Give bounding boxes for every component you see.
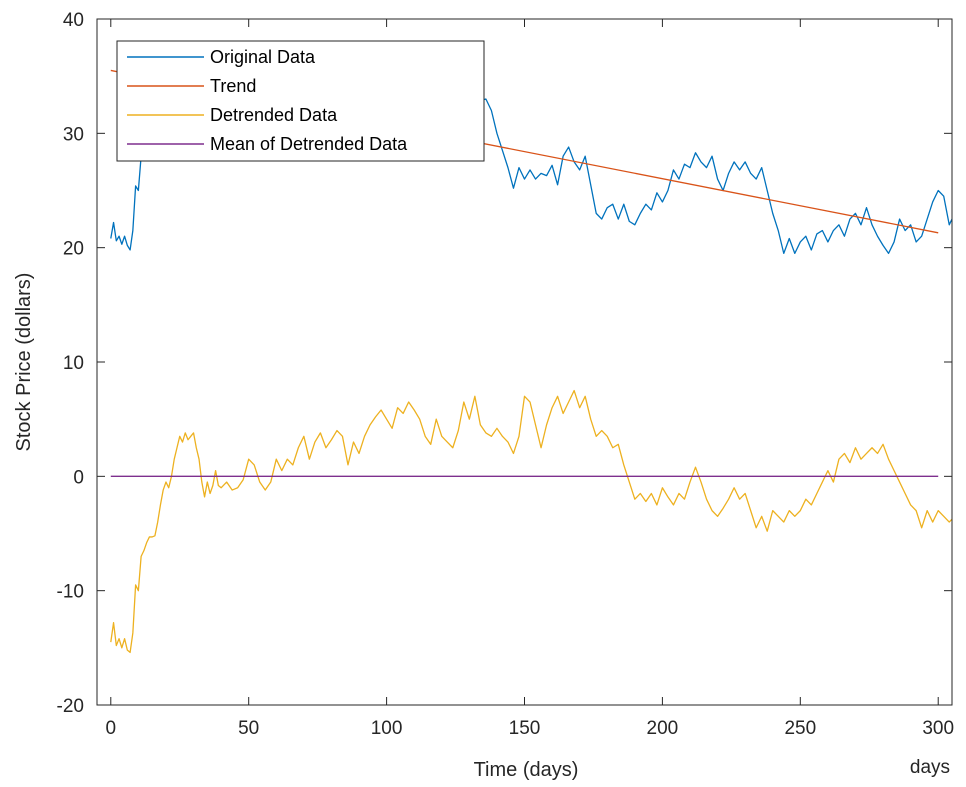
legend-label: Detrended Data: [210, 105, 338, 125]
legend-box: [116, 40, 485, 162]
x-unit-label: days: [910, 757, 950, 778]
legend-item: Mean of Detrended Data: [127, 134, 408, 154]
series-line-original-data: [110, 98, 952, 255]
y-tick-label: -20: [57, 696, 84, 717]
y-tick-label: 20: [63, 239, 84, 260]
plot-area: 0 50 100 150 200 250 300 -20 -10 0 10 20 30 40: [57, 10, 955, 739]
y-axis-label: Stock Price (dollars): [13, 273, 35, 452]
x-tick-label: 50: [238, 718, 259, 739]
legend-item: Original Data: [127, 47, 316, 67]
x-tick-label: 0: [106, 718, 117, 739]
y-tick-label: 0: [73, 467, 84, 488]
legend-label: Trend: [210, 76, 256, 96]
y-tick-label: -10: [57, 582, 84, 603]
x-axis-label: Time (days): [474, 759, 579, 781]
legend: Original Data Trend Detrended Data Mean of …: [116, 40, 485, 162]
legend-label: Mean of Detrended Data: [210, 134, 408, 154]
y-tick-label: 10: [63, 353, 84, 374]
x-tick-label: 250: [784, 718, 816, 739]
legend-label: Original Data: [210, 47, 316, 67]
x-tick-label: 150: [509, 718, 541, 739]
y-axis: -20 -10 0 10 20 30 40: [57, 10, 952, 717]
legend-item: Trend: [127, 76, 256, 96]
x-tick-label: 300: [922, 718, 954, 739]
y-tick-label: 30: [63, 124, 84, 145]
series-line-detrended-data: [110, 389, 952, 654]
y-tick-label: 40: [63, 10, 84, 31]
legend-item: Detrended Data: [127, 105, 338, 125]
x-tick-label: 200: [647, 718, 679, 739]
x-axis: 0 50 100 150 200 250 300: [106, 19, 954, 739]
x-tick-label: 100: [371, 718, 403, 739]
